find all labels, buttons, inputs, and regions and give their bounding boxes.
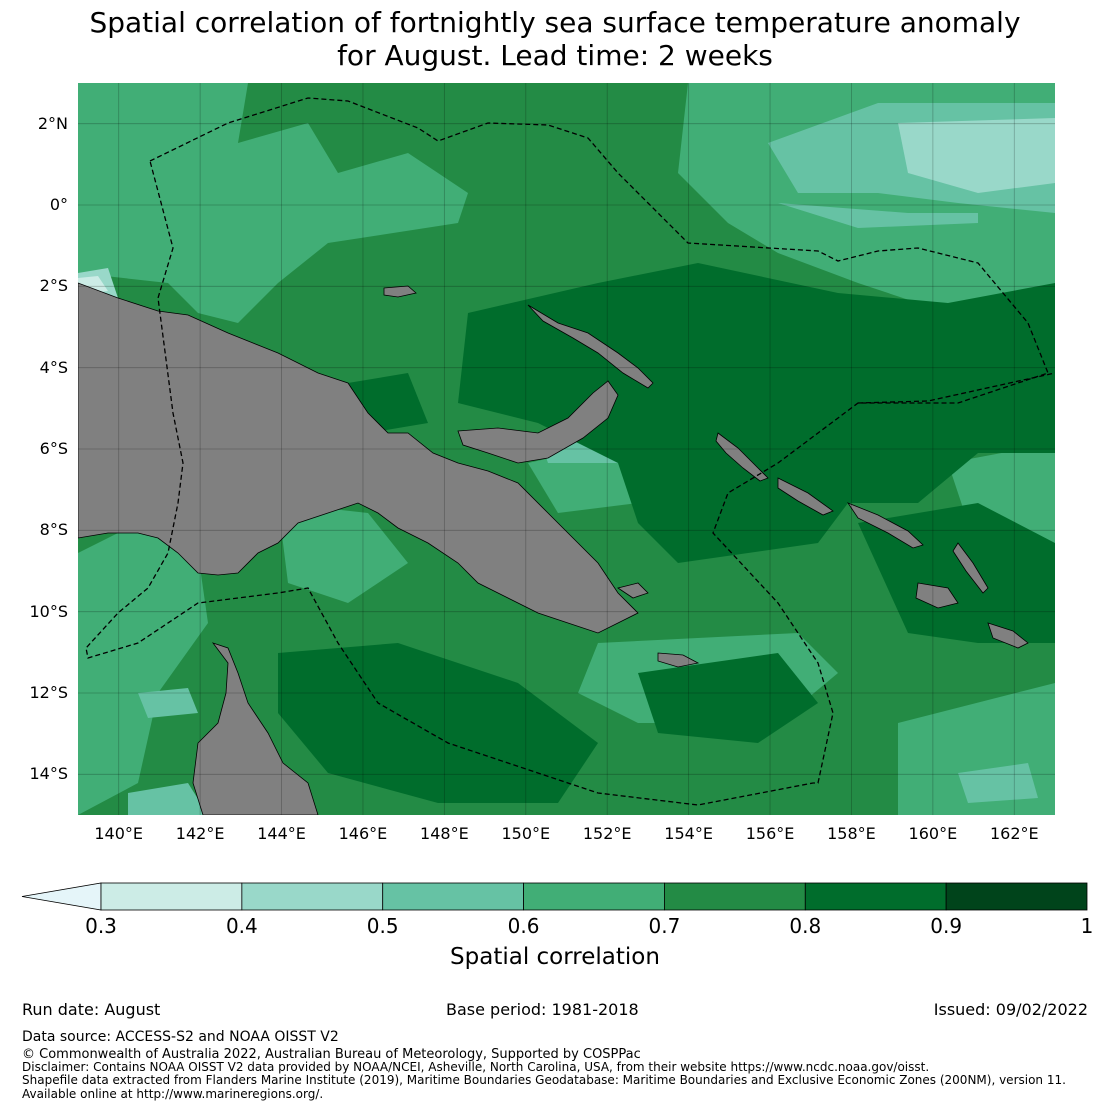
lat-tick-label: 6°S [39, 439, 68, 458]
colorbar-tick-label: 0.3 [85, 914, 117, 938]
lon-tick-label: 150°E [501, 824, 551, 843]
colorbar-label: Spatial correlation [450, 944, 660, 970]
land-malaita [952, 542, 989, 594]
colorbar-tick-label: 0.4 [225, 914, 258, 938]
land-bougainville [715, 432, 769, 482]
colorbar-tick-label: 1 [1080, 914, 1094, 938]
eez-solomons [857, 372, 1055, 404]
map-canvas [78, 83, 1055, 815]
lat-tick-label: 10°S [29, 601, 68, 621]
colorbar-box [100, 882, 243, 911]
land-new-ireland [527, 304, 654, 389]
land [78, 282, 1029, 815]
copyright: © Commonwealth of Australia 2022, Austra… [22, 1047, 641, 1062]
lon-tick-label: 156°E [745, 824, 795, 843]
eez-boundaries [85, 97, 1055, 806]
land-guadalcanal [915, 582, 959, 609]
lat-tick-label: 2°S [39, 276, 68, 296]
colorbar-box [382, 882, 524, 911]
correlation-map [78, 83, 1055, 815]
colorbar-box [804, 882, 947, 911]
run-date: Run date: August [22, 1000, 161, 1019]
lat-tick-label: 12°S [29, 683, 68, 702]
land-cape-york [192, 642, 319, 815]
land-choiseul [777, 477, 834, 516]
land-santa-isabel [846, 502, 924, 549]
land-new-britain [457, 380, 619, 464]
colorbar-tick-label: 0.7 [648, 914, 681, 938]
title-line-1: Spatial correlation of fortnightly sea s… [89, 6, 1021, 39]
lat-tick-label: 8°S [39, 520, 68, 540]
lon-tick-label: 152°E [582, 824, 632, 843]
lon-tick-label: 144°E [257, 824, 306, 843]
colorbar-tick-label: 0.6 [507, 914, 540, 938]
lon-tick-label: 140°E [94, 824, 144, 843]
colorbar-box [945, 882, 1088, 911]
colorbar-box [241, 882, 384, 911]
land-manus [383, 285, 417, 298]
colorbar-extend-low [21, 882, 102, 911]
colorbar-boxes [21, 882, 1088, 911]
land-makira [987, 622, 1029, 649]
colorbar-tick-label: 0.8 [789, 914, 822, 938]
base-period: Base period: 1981-2018 [446, 1000, 639, 1019]
lon-tick-label: 154°E [664, 824, 713, 843]
data-source: Data source: ACCESS-S2 and NOAA OISST V2 [22, 1029, 339, 1045]
lon-tick-label: 142°E [175, 824, 225, 843]
colorbar-tick-label: 0.5 [366, 914, 399, 938]
lat-tick-label: 14°S [29, 764, 68, 784]
eez-png [85, 97, 1049, 806]
land-dentrecasteaux [617, 582, 649, 599]
colorbar-box [523, 882, 665, 911]
lat-tick-label: 2°N [37, 113, 68, 133]
lon-tick-label: 160°E [908, 824, 958, 843]
title-line-2: for August. Lead time: 2 weeks [337, 39, 773, 72]
field-0.8-0.9 [278, 263, 1055, 803]
lon-tick-label: 162°E [989, 824, 1039, 843]
graticule [78, 83, 1055, 815]
issued-date: Issued: 09/02/2022 [933, 1000, 1088, 1019]
lon-tick-label: 148°E [420, 824, 469, 843]
available-online: Available online at http://www.marinereg… [22, 1087, 324, 1101]
lat-tick-label: 4°S [39, 357, 68, 377]
land-new-guinea [78, 282, 639, 634]
lon-tick-label: 158°E [827, 824, 876, 843]
shapefile-credit: Shapefile data extracted from Flanders M… [22, 1073, 1066, 1087]
colorbar-tick-label: 0.9 [930, 914, 963, 938]
colorbar-box [664, 882, 806, 911]
lat-tick-label: 0° [49, 195, 68, 214]
lon-tick-label: 146°E [338, 824, 388, 843]
chart-title: Spatial correlation of fortnightly sea s… [0, 6, 1110, 72]
disclaimer: Disclaimer: Contains NOAA OISST V2 data … [22, 1060, 930, 1074]
land-louisiade [657, 652, 700, 668]
